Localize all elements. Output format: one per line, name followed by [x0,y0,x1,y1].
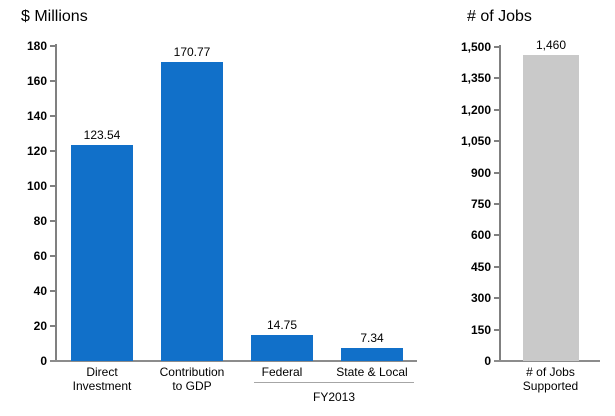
bar-value-label: 170.77 [173,45,211,59]
category-label: # of Jobs Supported [522,365,579,393]
bar [341,348,403,361]
category-label: State & Local [336,365,408,379]
category-label: Contribution to GDP [159,365,225,393]
bar [251,335,313,361]
y-tick-mark [494,171,499,174]
chart-title-millions: $ Millions [21,8,88,25]
bar [71,145,133,361]
bar-value-label: 1,460 [535,38,567,52]
y-tick-mark [50,45,55,47]
y-tick-mark [494,140,499,143]
y-tick-mark [494,297,499,300]
category-label: Direct Investment [72,365,132,393]
bar-value-label: 14.75 [266,318,298,332]
y-tick-label: 300 [470,291,491,306]
y-tick-label: 600 [470,228,491,243]
y-tick-mark [494,77,499,80]
x-axis-line [494,360,600,362]
group-bracket-line [254,382,414,383]
y-tick-mark [494,108,499,111]
y-tick-label: 1,500 [460,40,491,54]
y-tick-mark [50,115,55,117]
y-tick-label: 180 [26,39,47,53]
y-tick-label: 1,050 [460,134,491,149]
y-tick-label: 0 [484,354,491,368]
y-tick-label: 60 [33,249,47,263]
y-tick-label: 140 [26,109,47,123]
y-tick-label: 0 [40,354,47,368]
y-tick-label: 160 [26,74,47,88]
bar-value-label: 123.54 [83,128,121,142]
y-tick-label: 120 [26,144,47,158]
group-label: FY2013 [312,390,356,404]
y-tick-mark [494,203,499,205]
y-tick-mark [50,80,55,82]
y-tick-mark [494,265,499,268]
x-axis-line [50,360,417,362]
y-tick-label: 40 [33,284,47,298]
category-label: Federal [261,365,303,379]
y-tick-mark [50,290,55,292]
y-tick-mark [50,255,55,257]
y-tick-label: 20 [33,319,47,333]
y-tick-label: 750 [470,197,491,211]
y-axis-line [499,45,501,362]
y-tick-label: 80 [33,214,47,228]
y-tick-mark [494,234,499,237]
y-tick-mark [494,328,499,331]
y-tick-mark [50,185,55,187]
y-tick-label: 1,200 [460,102,491,117]
chart-title-jobs: # of Jobs [467,8,532,25]
bar [523,55,579,361]
y-tick-mark [494,46,499,48]
y-tick-label: 150 [470,322,491,337]
y-axis-line [55,44,57,362]
y-tick-mark [50,220,55,222]
y-tick-label: 900 [470,165,491,180]
y-tick-label: 100 [26,179,47,193]
y-tick-mark [50,150,55,152]
y-tick-label: 1,350 [460,71,491,86]
y-tick-mark [50,325,55,327]
bar [161,62,223,361]
y-tick-label: 450 [470,259,491,274]
bar-value-label: 7.34 [360,331,384,345]
